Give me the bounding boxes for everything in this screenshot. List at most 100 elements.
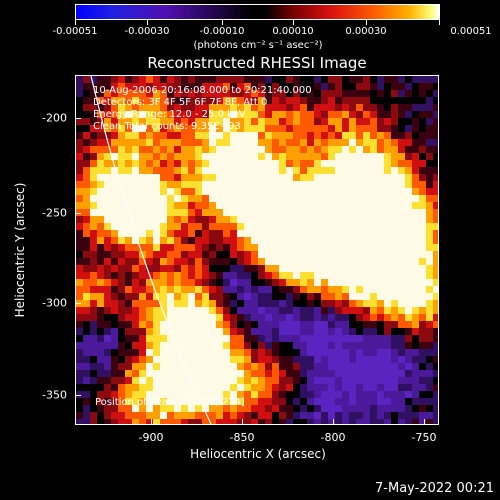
heatmap-cell — [265, 167, 273, 175]
heatmap-cell — [391, 265, 399, 273]
heatmap-cell — [412, 356, 420, 364]
heatmap-cell — [125, 202, 133, 210]
heatmap-cell — [244, 139, 252, 147]
heatmap-cell — [286, 286, 294, 294]
heatmap-cell — [391, 153, 399, 161]
heatmap-cell — [76, 90, 84, 98]
heatmap-cell — [181, 76, 189, 84]
heatmap-cell — [188, 272, 196, 280]
heatmap-cell — [391, 356, 399, 364]
heatmap-cell — [314, 286, 322, 294]
heatmap-cell — [405, 153, 413, 161]
heatmap-cell — [111, 412, 119, 420]
heatmap-cell — [342, 363, 350, 371]
heatmap-cell — [265, 237, 273, 245]
heatmap-cell — [251, 335, 259, 343]
heatmap-cell — [202, 349, 210, 357]
heatmap-cell — [251, 230, 259, 238]
heatmap-cell — [279, 293, 287, 301]
heatmap-cell — [125, 195, 133, 203]
heatmap-cell — [419, 272, 427, 280]
heatmap-cell — [139, 293, 147, 301]
heatmap-cell — [370, 349, 378, 357]
heatmap-cell — [146, 398, 154, 406]
heatmap-cell — [286, 342, 294, 350]
heatmap-cell — [307, 90, 315, 98]
heatmap-cell — [97, 272, 105, 280]
heatmap-cell — [272, 76, 280, 84]
heatmap-cell — [314, 97, 322, 105]
heatmap-cell — [356, 188, 364, 196]
heatmap-cell — [97, 391, 105, 399]
heatmap-cell — [209, 321, 217, 329]
heatmap-cell — [265, 118, 273, 126]
heatmap-cell — [286, 139, 294, 147]
heatmap-cell — [279, 153, 287, 161]
heatmap-cell — [181, 202, 189, 210]
heatmap-cell — [104, 370, 112, 378]
heatmap-cell — [230, 132, 238, 140]
heatmap-cell — [209, 286, 217, 294]
heatmap-cell — [251, 195, 259, 203]
heatmap-cell — [300, 377, 308, 385]
heatmap-cell — [118, 258, 126, 266]
heatmap-cell — [244, 230, 252, 238]
heatmap-cell — [76, 76, 84, 84]
heatmap-cell — [293, 300, 301, 308]
heatmap-cell — [300, 412, 308, 420]
x-tick-label: -800 — [320, 431, 346, 444]
heatmap-cell — [335, 223, 343, 231]
heatmap-cell — [76, 363, 84, 371]
heatmap-cell — [167, 398, 175, 406]
heatmap-cell — [328, 356, 336, 364]
heatmap-cell — [216, 104, 224, 112]
heatmap-cell — [174, 342, 182, 350]
heatmap-cell — [349, 349, 357, 357]
info-total-counts: Clean Total counts: 9.35E+03 — [93, 121, 241, 132]
heatmap-cell — [125, 265, 133, 273]
heatmap-cell — [118, 132, 126, 140]
heatmap-cell — [153, 181, 161, 189]
heatmap-cell — [230, 293, 238, 301]
heatmap-cell — [237, 244, 245, 252]
heatmap-cell — [258, 349, 266, 357]
heatmap-cell — [363, 76, 371, 84]
heatmap-cell — [118, 272, 126, 280]
heatmap-cell — [174, 251, 182, 259]
heatmap-cell — [265, 223, 273, 231]
heatmap-cell — [146, 412, 154, 420]
heatmap-cell — [83, 377, 91, 385]
heatmap-cell — [265, 139, 273, 147]
heatmap-cell — [111, 97, 119, 105]
heatmap-cell — [328, 286, 336, 294]
heatmap-cell — [76, 160, 84, 168]
heatmap-cell — [104, 167, 112, 175]
heatmap-cell — [83, 286, 91, 294]
heatmap-cell — [251, 272, 259, 280]
heatmap-cell — [286, 279, 294, 287]
heatmap-cell — [125, 251, 133, 259]
heatmap-cell — [258, 370, 266, 378]
heatmap-cell — [377, 321, 385, 329]
heatmap-cell — [433, 412, 438, 420]
heatmap-cell — [349, 160, 357, 168]
heatmap-cell — [167, 272, 175, 280]
heatmap-cell — [377, 174, 385, 182]
heatmap-cell — [97, 419, 105, 424]
heatmap-cell — [307, 286, 315, 294]
heatmap-cell — [90, 132, 98, 140]
heatmap-cell — [377, 377, 385, 385]
heatmap-cell — [419, 286, 427, 294]
heatmap-cell — [181, 384, 189, 392]
heatmap-cell — [258, 76, 266, 84]
heatmap-cell — [111, 370, 119, 378]
heatmap-cell — [356, 202, 364, 210]
heatmap-cell — [377, 139, 385, 147]
heatmap-cell — [167, 167, 175, 175]
heatmap-cell — [370, 342, 378, 350]
heatmap-cell — [314, 293, 322, 301]
plot-area[interactable]: 10-Aug-2006 20:16:08.000 to 20:21:40.000… — [75, 75, 439, 425]
heatmap-cell — [216, 195, 224, 203]
heatmap-cell — [202, 328, 210, 336]
heatmap-cell — [405, 139, 413, 147]
